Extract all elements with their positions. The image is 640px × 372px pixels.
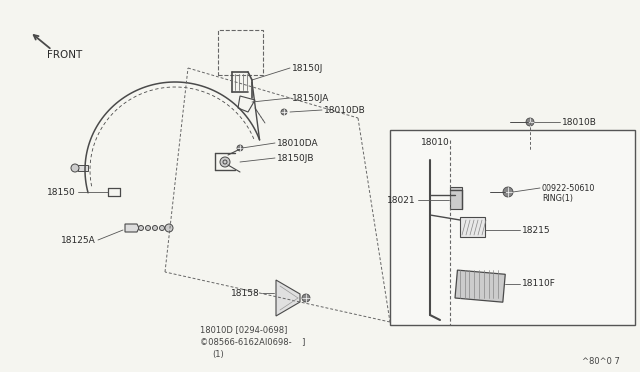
Text: FRONT: FRONT xyxy=(47,50,83,60)
Text: 18021: 18021 xyxy=(387,196,416,205)
Text: 18010DB: 18010DB xyxy=(324,106,365,115)
Bar xyxy=(455,270,505,302)
Polygon shape xyxy=(276,280,300,316)
Text: 18150JB: 18150JB xyxy=(277,154,314,163)
Circle shape xyxy=(165,224,173,232)
Circle shape xyxy=(223,160,227,164)
Polygon shape xyxy=(78,165,88,171)
Bar xyxy=(390,130,635,325)
Text: 18150JA: 18150JA xyxy=(292,93,330,103)
Text: 18158: 18158 xyxy=(231,289,260,298)
Text: 18150J: 18150J xyxy=(292,64,323,73)
Text: 18125A: 18125A xyxy=(61,235,96,244)
Text: ©08566-6162AI0698-    ]: ©08566-6162AI0698- ] xyxy=(200,337,305,346)
Circle shape xyxy=(159,225,164,231)
Text: 18010DA: 18010DA xyxy=(277,138,319,148)
Text: RING(1): RING(1) xyxy=(542,193,573,202)
Circle shape xyxy=(237,145,243,151)
Circle shape xyxy=(281,109,287,115)
Text: 18110F: 18110F xyxy=(522,279,556,289)
Circle shape xyxy=(71,164,79,172)
Text: 18010: 18010 xyxy=(420,138,449,147)
Circle shape xyxy=(145,225,150,231)
Bar xyxy=(460,217,485,237)
Circle shape xyxy=(138,225,143,231)
Text: 18215: 18215 xyxy=(522,225,550,234)
Circle shape xyxy=(526,118,534,126)
Text: 18010D [0294-0698]: 18010D [0294-0698] xyxy=(200,326,287,334)
Bar xyxy=(218,30,263,75)
Circle shape xyxy=(152,225,157,231)
Text: ^80^0 7: ^80^0 7 xyxy=(582,357,620,366)
Bar xyxy=(450,187,462,209)
Circle shape xyxy=(503,187,513,197)
Text: (1): (1) xyxy=(212,350,224,359)
Polygon shape xyxy=(125,224,139,232)
Text: 18150: 18150 xyxy=(47,187,76,196)
Text: 00922-50610: 00922-50610 xyxy=(542,183,595,192)
Circle shape xyxy=(302,294,310,302)
Text: 18010B: 18010B xyxy=(562,118,597,126)
Circle shape xyxy=(220,157,230,167)
